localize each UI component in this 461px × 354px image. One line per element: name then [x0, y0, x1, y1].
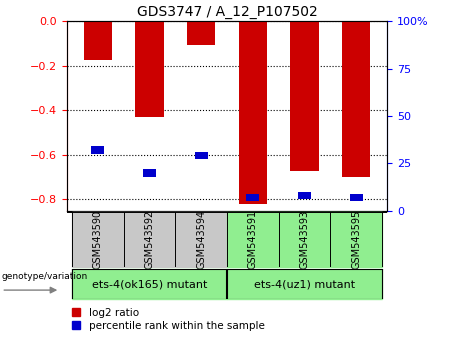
Legend: log2 ratio, percentile rank within the sample: log2 ratio, percentile rank within the s…	[72, 308, 265, 331]
Text: GSM543591: GSM543591	[248, 210, 258, 269]
Bar	[239, 21, 267, 204]
Bar	[72, 212, 124, 267]
Bar	[298, 192, 311, 199]
Bar	[83, 21, 112, 60]
Bar	[290, 21, 319, 171]
Text: GSM543595: GSM543595	[351, 210, 361, 269]
Bar	[195, 152, 207, 160]
Bar	[175, 212, 227, 267]
Text: ets-4(uz1) mutant: ets-4(uz1) mutant	[254, 279, 355, 289]
Text: genotype/variation: genotype/variation	[1, 272, 88, 281]
Bar	[227, 212, 279, 267]
Bar	[227, 269, 382, 299]
Text: ets-4(ok165) mutant: ets-4(ok165) mutant	[92, 279, 207, 289]
Bar	[350, 194, 363, 201]
Text: GSM543594: GSM543594	[196, 210, 206, 269]
Text: GSM543590: GSM543590	[93, 210, 103, 269]
Bar	[72, 269, 227, 299]
Bar	[143, 169, 156, 177]
Bar	[279, 212, 331, 267]
Bar	[124, 212, 175, 267]
Bar	[331, 212, 382, 267]
Title: GDS3747 / A_12_P107502: GDS3747 / A_12_P107502	[136, 5, 318, 19]
Text: GSM543593: GSM543593	[300, 210, 309, 269]
Text: GSM543592: GSM543592	[145, 210, 154, 269]
Bar	[136, 21, 164, 117]
Bar	[342, 21, 371, 177]
Bar	[247, 194, 260, 201]
Bar	[187, 21, 215, 45]
Bar	[91, 146, 104, 154]
